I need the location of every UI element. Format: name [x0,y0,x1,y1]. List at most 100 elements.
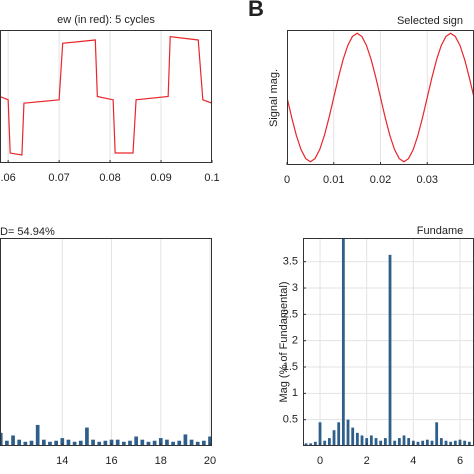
bar [453,440,457,446]
bar [383,438,387,446]
bar [97,441,102,446]
plot [287,30,474,165]
bar [208,436,212,446]
bar [351,427,355,446]
bar [177,440,182,446]
signal-line [0,35,212,156]
plot-area [0,238,212,446]
bar [183,434,188,446]
bar [444,440,448,446]
bar [397,438,401,446]
x-tick-label: 20 [204,455,216,467]
bar [449,441,453,446]
y-tick-label: 2 [292,335,298,347]
bar [122,441,126,446]
x-tick-label: 0.02 [370,174,391,186]
y-tick-label: 1.5 [283,361,298,373]
bar [0,432,3,446]
bar [318,422,322,446]
bar [467,441,471,446]
bar [60,438,65,446]
y-axis-label: Mag (% of Fundamental) [278,281,290,402]
x-tick-label: 16 [105,455,117,467]
bar [72,441,77,446]
bar [439,438,443,446]
bar [421,440,425,446]
bar [369,435,373,446]
bar [85,427,89,446]
bar [17,439,22,446]
bar [48,441,52,446]
axes-frame [0,238,212,446]
bar [146,441,151,446]
bar [189,439,194,446]
x-tick-label: 18 [155,455,167,467]
bar [165,439,169,446]
bar [11,435,15,446]
bar [327,438,331,446]
x-tick-label: 2 [364,455,370,467]
bar [407,438,411,446]
bar [41,439,46,446]
bar [78,440,83,446]
bar [388,254,392,446]
bar [128,440,132,446]
axes-frame [0,30,212,163]
bar [5,440,9,446]
bar [458,439,462,446]
bar [313,441,317,446]
y-axis-label: Signal mag. [268,69,280,127]
y-tick-label: 0.5 [283,414,298,426]
x-tick-label: 0 [284,174,290,186]
bar [35,424,40,446]
plot-area [303,238,474,446]
bar [66,439,71,446]
bar [152,440,157,446]
bar [54,440,58,446]
x-tick-label: 0.07 [48,172,69,184]
x-tick-label: 6 [457,455,463,467]
bar [91,439,95,446]
y-tick-label: 3.5 [283,256,298,268]
bar [355,432,359,446]
bar [134,436,139,446]
panel-title: Selected sign [397,15,463,27]
bar [341,238,345,446]
bar [463,440,467,446]
bar [365,438,369,446]
x-tick-label: .06 [1,172,16,184]
bar [425,439,429,446]
x-tick-label: 0.1 [204,172,219,184]
x-tick-label: 0.01 [323,174,344,186]
bar [332,430,336,446]
bar [337,422,341,446]
y-tick-label: 2.5 [283,308,298,320]
bar [171,441,175,446]
bar [140,439,145,446]
x-tick-label: 0.09 [150,172,171,184]
bar [158,438,163,446]
bar [309,443,313,446]
y-tick-label: 1 [292,387,298,399]
plot [0,238,212,446]
x-tick-label: 14 [56,455,68,467]
bar [416,441,420,446]
panel-title: D= 54.94% [0,226,55,238]
bar [195,441,200,446]
bar [304,443,308,446]
plot [0,30,212,163]
signal-line [287,32,474,163]
panel-title: ew (in red): 5 cycles [57,14,155,26]
bar [360,435,364,446]
bar [374,438,378,446]
x-tick-label: 0 [317,455,323,467]
x-tick-label: 0.08 [99,172,120,184]
panel-label: B [248,0,264,21]
bar [346,419,350,446]
plot-area [0,30,212,163]
bar [202,440,206,446]
bar [115,439,120,446]
y-tick-label: 3 [292,282,298,294]
bar [109,439,114,446]
